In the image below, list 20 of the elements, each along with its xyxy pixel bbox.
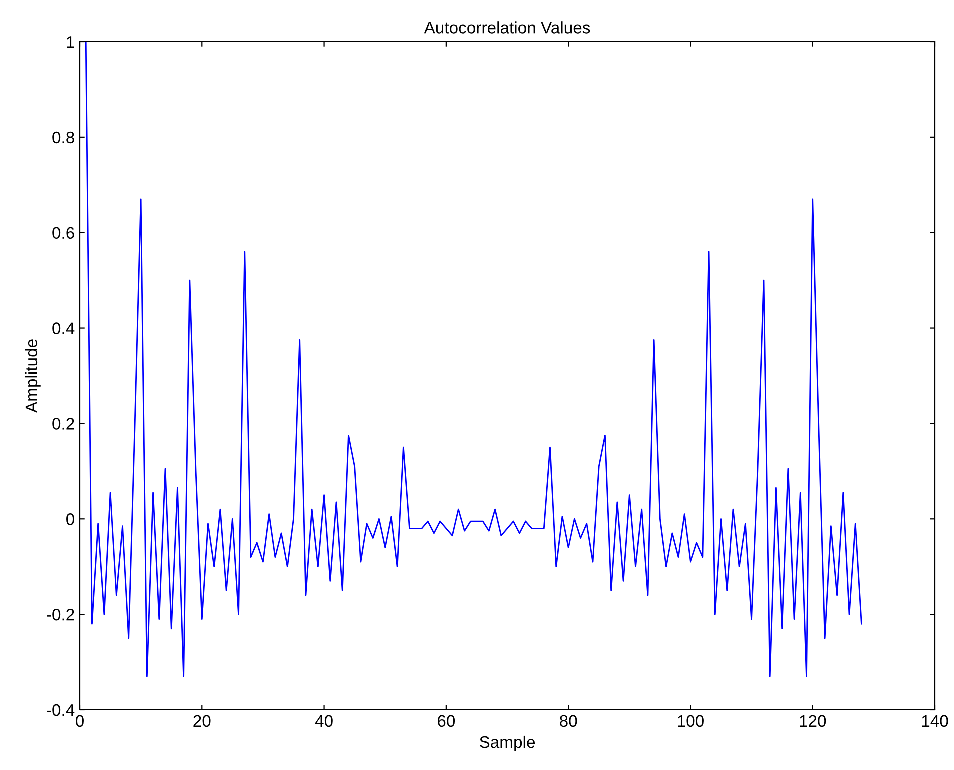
x-tick-label: 100 (678, 715, 704, 728)
y-tick-label: 0 (66, 514, 74, 526)
y-tick-label: 0.8 (52, 132, 74, 144)
y-tick-label: -0.2 (47, 608, 74, 621)
line-series (85, 42, 862, 678)
y-tick-label: 0.6 (52, 227, 74, 240)
y-axis-title: Amplitude (25, 340, 41, 414)
x-tick-label: 20 (194, 715, 211, 728)
y-tick-label: 0.2 (52, 418, 74, 430)
y-tick-label: 1 (67, 36, 74, 48)
x-tick-label: 0 (76, 715, 84, 728)
x-tick-label: 60 (438, 715, 456, 728)
x-axis-title: Sample (480, 736, 536, 752)
x-tick-label: 80 (560, 715, 578, 728)
y-tick-label: -0.4 (47, 704, 75, 716)
chart-title: Autocorrelation Values (424, 22, 590, 34)
x-tick-label: 140 (922, 715, 948, 728)
y-tick-label: 0.4 (52, 322, 75, 334)
x-tick-label: 40 (315, 715, 333, 728)
x-tick-label: 120 (800, 715, 826, 728)
